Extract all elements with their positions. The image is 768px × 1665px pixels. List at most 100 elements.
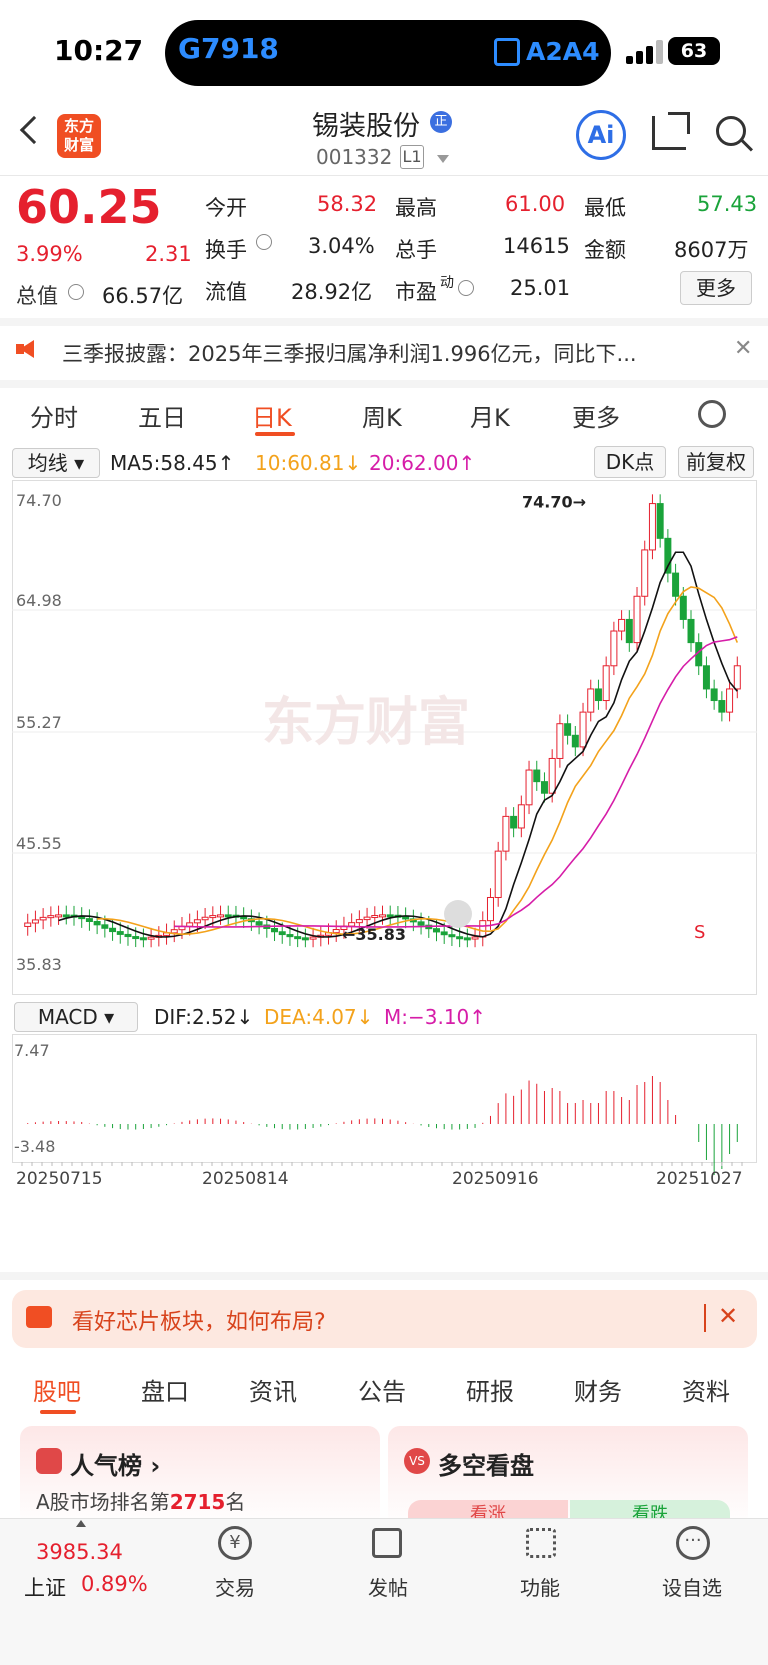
tab-week-k[interactable]: 周K — [362, 404, 402, 432]
candle-body — [579, 711, 587, 748]
candle-body — [648, 503, 656, 551]
candle-body — [548, 757, 556, 794]
share-icon[interactable] — [652, 116, 686, 150]
index-pct: 0.89% — [81, 1572, 148, 1596]
tab-finance[interactable]: 财务 — [574, 1378, 622, 1406]
chevron-up-icon[interactable] — [76, 1520, 86, 1527]
macd-select[interactable]: MACD ▾ — [14, 1002, 138, 1032]
nav-trade[interactable]: 交易 — [215, 1576, 255, 1600]
divider — [704, 1304, 706, 1332]
chevron-down-icon[interactable] — [437, 155, 449, 163]
candle-body — [432, 928, 440, 933]
macd-chart[interactable]: 7.47 -3.48 20250715 20250814 20250916 2025102… — [12, 1034, 757, 1234]
more-button[interactable]: 更多 — [680, 271, 752, 305]
share-arrow-icon[interactable] — [668, 112, 690, 134]
candle-body — [656, 503, 664, 539]
seat-icon — [494, 38, 520, 66]
back-icon[interactable] — [19, 115, 49, 145]
ai-button[interactable]: Ai — [576, 110, 626, 160]
tab-5day[interactable]: 五日 — [138, 404, 186, 432]
candle-body — [301, 937, 309, 941]
candle-body — [286, 934, 294, 938]
watermark: 东方财富 — [262, 693, 470, 753]
candle-body — [718, 700, 726, 713]
close-icon[interactable]: ✕ — [718, 1302, 739, 1330]
pe-sup: 动 — [440, 275, 454, 291]
announce-text[interactable]: 三季报披露：2025年三季报归属净利润1.996亿元，同比下... — [62, 342, 637, 366]
promo-banner[interactable] — [12, 1290, 757, 1348]
adjust-button[interactable]: 前复权 — [678, 446, 754, 478]
candle-body — [633, 595, 641, 644]
tab-pankou[interactable]: 盘口 — [141, 1378, 189, 1406]
amount-value: 8607万 — [674, 238, 749, 262]
tab-news[interactable]: 资讯 — [249, 1378, 297, 1406]
candle-body — [618, 618, 626, 632]
edit-icon[interactable] — [372, 1528, 402, 1558]
tab-month-k[interactable]: 月K — [470, 404, 510, 432]
dynamic-island[interactable] — [165, 20, 611, 86]
y-tick-label: 55.27 — [16, 713, 62, 732]
candle-body — [309, 936, 317, 940]
candle-body — [170, 929, 178, 934]
candle-body — [540, 781, 548, 794]
tab-research[interactable]: 研报 — [466, 1378, 514, 1406]
min-label: ←35.83 — [342, 925, 406, 944]
tab-more[interactable]: 更多 — [572, 404, 620, 432]
divider — [0, 1272, 768, 1280]
level-badge[interactable]: L1 — [400, 145, 424, 169]
s-marker: S — [694, 922, 705, 943]
candle-body — [502, 815, 510, 852]
index-value: 3985.34 — [36, 1540, 123, 1564]
high-value: 61.00 — [505, 192, 566, 216]
candle-body — [93, 920, 101, 926]
candle-body — [240, 916, 248, 920]
label-pe: 市盈 — [395, 280, 437, 304]
index-name[interactable]: 上证 — [24, 1576, 66, 1600]
dk-point-button[interactable]: DK点 — [594, 446, 666, 478]
status-time: 10:27 — [54, 34, 144, 67]
tab-guba[interactable]: 股吧 — [33, 1378, 81, 1406]
hot-title: 人气榜 › — [70, 1452, 161, 1480]
gear-icon[interactable] — [698, 400, 726, 428]
grid-icon[interactable] — [526, 1528, 556, 1558]
nav-favorite[interactable]: 设自选 — [662, 1576, 722, 1600]
indicator-select[interactable]: 均线 ▾ — [12, 448, 100, 478]
candle-body — [186, 922, 194, 927]
chart-icon — [36, 1448, 62, 1474]
close-icon[interactable]: ✕ — [734, 336, 753, 361]
tab-notice[interactable]: 公告 — [358, 1378, 406, 1406]
y-tick-label: 45.55 — [16, 834, 62, 853]
nav-function[interactable]: 功能 — [520, 1576, 560, 1600]
max-label: 74.70→ — [522, 492, 586, 511]
candle-body — [201, 916, 209, 921]
kline-chart[interactable]: 74.70 64.98 55.27 45.55 35.83 东方财富 74.70→ ←35.8… — [12, 480, 757, 1000]
info-icon[interactable] — [256, 234, 272, 250]
trade-icon[interactable]: ¥ — [218, 1526, 252, 1560]
hot-card[interactable] — [20, 1426, 380, 1526]
tab-profile[interactable]: 资料 — [682, 1378, 730, 1406]
candle-body — [332, 929, 340, 934]
candle-body — [664, 537, 672, 574]
banner-text[interactable]: 看好芯片板块，如何布局? — [72, 1310, 326, 1335]
candle-body — [494, 850, 502, 898]
tab-day-k[interactable]: 日K — [252, 404, 292, 432]
macd-ymax: 7.47 — [14, 1041, 50, 1060]
island-train: G7918 — [178, 32, 279, 65]
stock-code: 001332 — [316, 145, 393, 169]
m-label: M:−3.10↑ — [384, 1005, 487, 1029]
candle-body — [517, 804, 525, 829]
info-icon[interactable] — [68, 284, 84, 300]
candle-body — [209, 915, 217, 919]
tab-intraday[interactable]: 分时 — [30, 404, 78, 432]
nav-post[interactable]: 发帖 — [368, 1576, 408, 1600]
candle-body — [55, 914, 63, 918]
search-icon[interactable] — [716, 116, 746, 146]
candle-body — [594, 688, 602, 702]
macd-frame — [12, 1034, 757, 1163]
info-icon[interactable] — [458, 280, 474, 296]
stock-name: 锡装股份 — [312, 111, 420, 142]
more-dots-icon[interactable]: ··· — [676, 1526, 710, 1560]
pct-change: 3.99% — [16, 242, 83, 266]
candle-body — [679, 595, 687, 620]
candle-body — [625, 618, 633, 644]
